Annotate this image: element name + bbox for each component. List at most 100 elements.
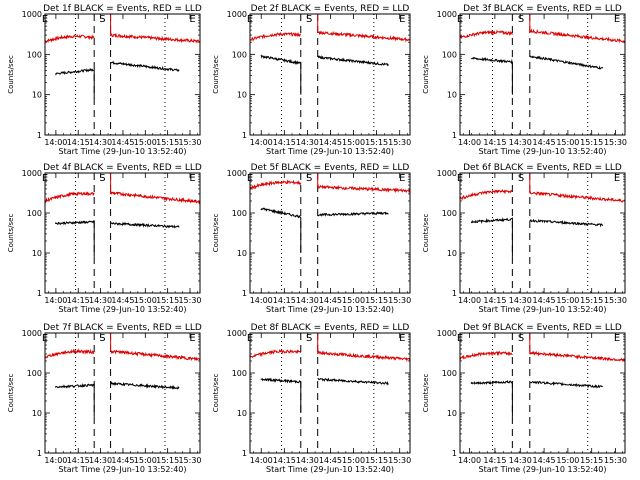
y-tick-label: 1 [37, 131, 42, 140]
lld-line [317, 14, 410, 43]
y-tick-label: 1000 [22, 169, 42, 178]
x-tick-label: 14:30 [509, 456, 532, 465]
lld-line [250, 179, 302, 191]
events-line [529, 380, 603, 389]
x-tick-label: 14:15 [273, 296, 296, 305]
x-tick-label: 15:30 [604, 138, 627, 147]
events-line [317, 54, 389, 67]
x-tick-label: 14:30 [509, 138, 532, 147]
x-tick-label: 14:15 [483, 456, 506, 465]
events-line [54, 219, 95, 257]
panel-title: Det 3f BLACK = Events, RED = LLD [463, 4, 622, 14]
y-axis-label: Counts/sec [212, 214, 220, 253]
marker-label: E [189, 333, 195, 344]
events-line [470, 379, 513, 417]
x-tick-label: 14:15 [67, 138, 90, 147]
marker-label: E [614, 14, 620, 25]
marker-label: E [614, 333, 620, 344]
y-axis-label: Counts/sec [7, 214, 15, 253]
x-tick-label: 14:45 [319, 296, 342, 305]
x-tick-label: 14:45 [111, 296, 134, 305]
plot-frame [459, 172, 626, 294]
x-axis-label: Start Time (29-Jun-10 13:52:40) [266, 305, 394, 314]
plot-frame [249, 13, 411, 136]
x-tick-label: 15:00 [342, 296, 365, 305]
plot-frame [459, 13, 626, 136]
lld-line [110, 173, 200, 205]
events-line [529, 55, 604, 70]
y-tick-label: 100 [27, 209, 42, 218]
y-tick-label: 1 [452, 449, 457, 458]
lld-line [529, 14, 625, 44]
x-tick-label: 14:45 [111, 138, 134, 147]
y-tick-label: 1000 [437, 169, 457, 178]
x-tick-label: 14:30 [509, 296, 532, 305]
panel-1: Det 1f BLACK = Events, RED = LLD Counts/s… [7, 4, 202, 156]
panel-title: Det 7f BLACK = Events, RED = LLD [43, 323, 202, 333]
x-tick-label: 14:45 [319, 138, 342, 147]
x-axis-label: Start Time (29-Jun-10 13:52:40) [266, 465, 394, 474]
panel-title: Det 4f BLACK = Events, RED = LLD [43, 163, 202, 173]
y-tick-label: 1000 [227, 169, 247, 178]
y-tick-label: 1 [452, 131, 457, 140]
y-tick-label: 1000 [227, 329, 247, 338]
x-axis-label: Start Time (29-Jun-10 13:52:40) [59, 147, 187, 156]
x-axis-label: Start Time (29-Jun-10 13:52:40) [59, 465, 187, 474]
y-tick-label: 10 [237, 409, 247, 418]
x-tick-label: 14:15 [67, 296, 90, 305]
marker-label: E [189, 14, 195, 25]
y-tick-label: 1000 [437, 10, 457, 19]
y-tick-label: 10 [32, 91, 42, 100]
x-tick-label: 15:15 [580, 138, 603, 147]
y-tick-label: 1 [452, 289, 457, 298]
y-tick-label: 100 [442, 209, 457, 218]
y-tick-label: 1000 [22, 10, 42, 19]
y-axis-label: Counts/sec [422, 214, 430, 253]
x-tick-label: 14:45 [533, 138, 556, 147]
x-tick-label: 14:30 [89, 138, 112, 147]
y-tick-label: 1 [242, 449, 247, 458]
y-tick-label: 10 [447, 249, 457, 258]
x-tick-label: 15:15 [580, 296, 603, 305]
panel-title: Det 9f BLACK = Events, RED = LLD [463, 323, 622, 333]
marker-label: S [306, 333, 312, 344]
events-line [54, 383, 95, 417]
y-tick-label: 10 [447, 91, 457, 100]
panel-7: Det 7f BLACK = Events, RED = LLD Counts/s… [7, 323, 202, 474]
y-axis-label: Counts/sec [212, 374, 220, 413]
x-tick-label: 14:30 [296, 456, 319, 465]
x-axis-label: Start Time (29-Jun-10 13:52:40) [479, 305, 607, 314]
y-axis-label: Counts/sec [7, 55, 15, 94]
marker-label: E [399, 173, 405, 184]
marker-label: S [99, 333, 105, 344]
x-tick-label: 14:15 [67, 456, 90, 465]
events-line [317, 211, 389, 217]
y-tick-label: 10 [237, 249, 247, 258]
y-axis-label: Counts/sec [212, 55, 220, 94]
x-tick-label: 14:45 [533, 296, 556, 305]
x-tick-label: 15:00 [556, 296, 579, 305]
y-tick-label: 1 [37, 449, 42, 458]
x-axis-label: Start Time (29-Jun-10 13:52:40) [59, 305, 187, 314]
y-tick-label: 100 [27, 50, 42, 59]
x-tick-label: 14:00 [458, 456, 481, 465]
lld-line [317, 333, 410, 363]
marker-label: E [399, 14, 405, 25]
y-axis-label: Counts/sec [7, 374, 15, 413]
y-tick-label: 100 [442, 50, 457, 59]
x-tick-label: 14:00 [44, 296, 67, 305]
plot-frame [44, 13, 201, 136]
lld-line [45, 33, 95, 44]
x-tick-label: 15:00 [556, 138, 579, 147]
x-tick-label: 15:30 [178, 138, 201, 147]
x-tick-label: 14:00 [44, 138, 67, 147]
lld-line [45, 191, 95, 204]
events-line [54, 67, 95, 99]
y-tick-label: 1 [242, 131, 247, 140]
lld-line [110, 333, 200, 362]
y-tick-label: 1000 [437, 329, 457, 338]
x-tick-label: 15:30 [604, 456, 627, 465]
x-tick-label: 14:30 [296, 138, 319, 147]
panel-title: Det 8f BLACK = Events, RED = LLD [251, 323, 410, 333]
lld-line [110, 14, 200, 44]
